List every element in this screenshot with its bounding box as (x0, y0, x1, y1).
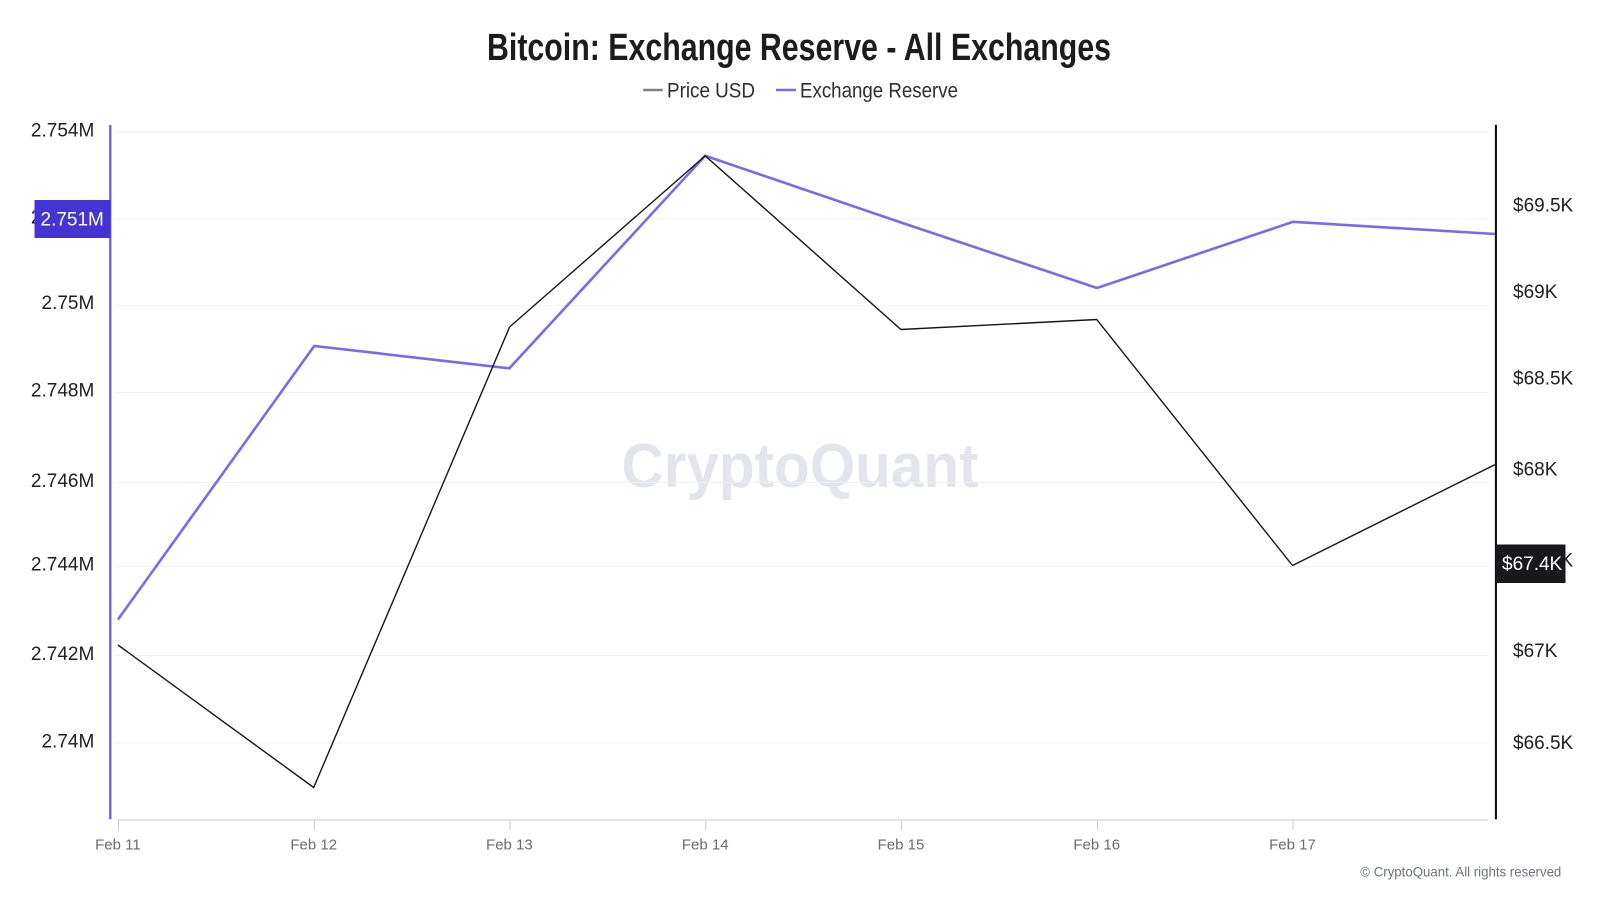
svg-text:2.746M: 2.746M (31, 471, 94, 492)
svg-text:Feb 11: Feb 11 (95, 837, 141, 854)
svg-text:Feb 14: Feb 14 (682, 837, 729, 854)
svg-text:Bitcoin: Exchange Reserve - Al: Bitcoin: Exchange Reserve - All Exchange… (487, 27, 1111, 69)
svg-text:2.75M: 2.75M (41, 293, 94, 314)
svg-text:2.754M: 2.754M (31, 120, 94, 141)
svg-text:$68.5K: $68.5K (1513, 369, 1574, 390)
svg-text:$66.5K: $66.5K (1513, 733, 1574, 754)
svg-text:Feb 17: Feb 17 (1269, 837, 1316, 854)
svg-text:2.744M: 2.744M (31, 554, 94, 575)
svg-text:2.748M: 2.748M (31, 381, 94, 402)
svg-text:$68K: $68K (1513, 460, 1558, 481)
svg-text:$67K: $67K (1513, 641, 1558, 662)
svg-text:Feb 15: Feb 15 (878, 837, 925, 854)
svg-text:© CryptoQuant. All rights rese: © CryptoQuant. All rights reserved (1360, 864, 1561, 880)
svg-text:Feb 16: Feb 16 (1073, 837, 1120, 854)
svg-text:Feb 12: Feb 12 (290, 837, 337, 854)
svg-text:Feb 13: Feb 13 (486, 837, 533, 854)
svg-text:$69.5K: $69.5K (1513, 195, 1574, 216)
svg-text:2.74M: 2.74M (41, 731, 94, 752)
svg-text:Price USD: Price USD (667, 80, 755, 103)
svg-text:$69K: $69K (1513, 282, 1558, 303)
svg-text:Exchange Reserve: Exchange Reserve (800, 80, 958, 103)
svg-text:2.751M: 2.751M (41, 209, 104, 230)
svg-text:$67.4K: $67.4K (1502, 554, 1563, 575)
svg-text:2.742M: 2.742M (31, 644, 94, 665)
svg-text:CryptoQuant: CryptoQuant (622, 432, 979, 501)
